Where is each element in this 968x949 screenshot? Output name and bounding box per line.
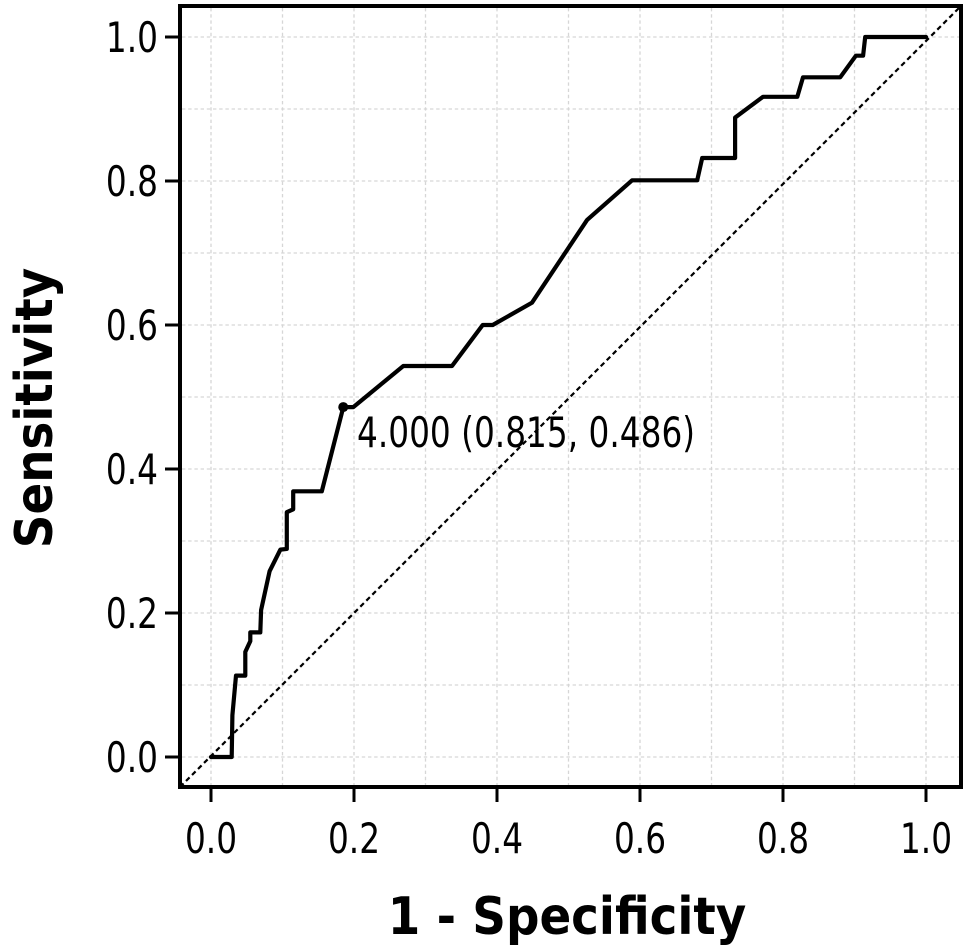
x-tick-label: 0.8 <box>757 814 809 863</box>
gridlines <box>182 8 959 785</box>
x-axis-title: 1 - Specificity <box>388 886 747 947</box>
y-axis-title: Sensitivity <box>4 268 65 548</box>
cutoff-point-marker <box>338 402 349 413</box>
x-axis-ticks <box>209 789 928 802</box>
y-tick-label: 0.6 <box>106 301 158 350</box>
y-axis-ticks <box>165 35 178 759</box>
y-tick-label: 0.0 <box>106 733 158 782</box>
plot-border <box>178 4 963 789</box>
roc-curve-line <box>208 34 929 760</box>
y-tick-label: 0.8 <box>106 157 158 206</box>
y-axis-tick-labels: 0.0 0.2 0.4 0.6 0.8 1.0 <box>106 13 158 782</box>
y-tick-label: 0.4 <box>106 445 158 494</box>
x-tick-label: 1.0 <box>900 814 952 863</box>
cutoff-annotation: 4.000 (0.815, 0.486) <box>357 408 695 457</box>
x-tick-label: 0.4 <box>471 814 523 863</box>
reference-diagonal-line <box>179 5 962 788</box>
x-tick-label: 0.0 <box>185 814 237 863</box>
y-tick-label: 0.2 <box>106 589 158 638</box>
x-tick-label: 0.6 <box>614 814 666 863</box>
y-tick-label: 1.0 <box>106 13 158 62</box>
x-axis-tick-labels: 0.0 0.2 0.4 0.6 0.8 1.0 <box>185 814 952 863</box>
x-tick-label: 0.2 <box>328 814 380 863</box>
